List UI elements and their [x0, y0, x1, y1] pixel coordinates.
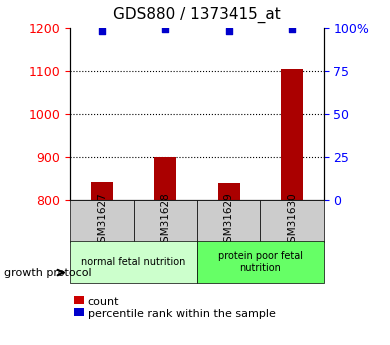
Text: GSM31628: GSM31628	[160, 193, 170, 249]
FancyBboxPatch shape	[197, 241, 324, 283]
Text: normal fetal nutrition: normal fetal nutrition	[82, 257, 186, 267]
Text: GSM31630: GSM31630	[287, 193, 297, 249]
Bar	[91, 181, 113, 200]
Point	[162, 27, 168, 32]
Text: GSM31629: GSM31629	[223, 193, 234, 249]
FancyBboxPatch shape	[197, 200, 261, 242]
Bar	[154, 157, 176, 200]
Text: count: count	[88, 297, 119, 307]
Title: GDS880 / 1373415_at: GDS880 / 1373415_at	[113, 7, 281, 23]
FancyBboxPatch shape	[70, 241, 197, 283]
Text: GSM31627: GSM31627	[97, 193, 107, 249]
Text: protein poor fetal
nutrition: protein poor fetal nutrition	[218, 252, 303, 273]
Text: growth protocol: growth protocol	[4, 268, 92, 277]
FancyBboxPatch shape	[261, 200, 324, 242]
FancyBboxPatch shape	[133, 200, 197, 242]
Point	[225, 28, 232, 34]
Bar	[281, 69, 303, 200]
Point	[289, 27, 295, 32]
Text: percentile rank within the sample: percentile rank within the sample	[88, 309, 276, 319]
Bar	[218, 183, 240, 200]
FancyBboxPatch shape	[70, 200, 133, 242]
Point	[99, 28, 105, 34]
